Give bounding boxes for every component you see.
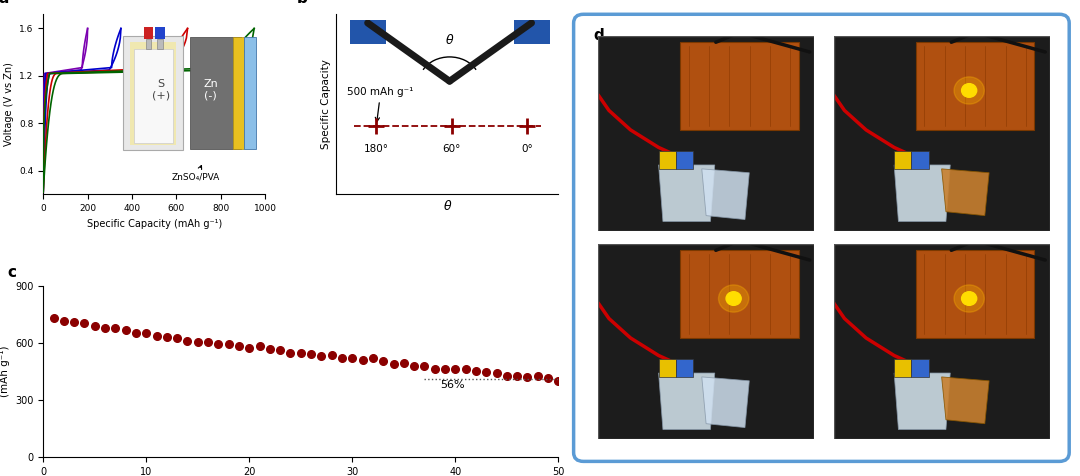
Y-axis label: Voltage (V vs Zn): Voltage (V vs Zn) [3, 62, 14, 146]
FancyBboxPatch shape [573, 14, 1069, 461]
X-axis label: Specific Capacity (mAh g⁻¹): Specific Capacity (mAh g⁻¹) [86, 218, 221, 228]
Text: c: c [8, 265, 16, 280]
Text: 56%: 56% [440, 380, 464, 390]
Text: d: d [593, 28, 604, 42]
Text: 500 mAh g⁻¹: 500 mAh g⁻¹ [348, 87, 414, 122]
Text: 180°: 180° [364, 144, 389, 154]
X-axis label: θ: θ [444, 200, 451, 213]
Text: a: a [0, 0, 9, 7]
Y-axis label: Specific Capacity: Specific Capacity [321, 60, 330, 149]
Text: 0°: 0° [522, 144, 534, 154]
Y-axis label: Specific Capacity
(mAh g⁻¹): Specific Capacity (mAh g⁻¹) [0, 327, 10, 416]
Text: 60°: 60° [443, 144, 461, 154]
Text: b: b [296, 0, 307, 7]
Text: ZnSO₄/PVA: ZnSO₄/PVA [172, 166, 220, 182]
